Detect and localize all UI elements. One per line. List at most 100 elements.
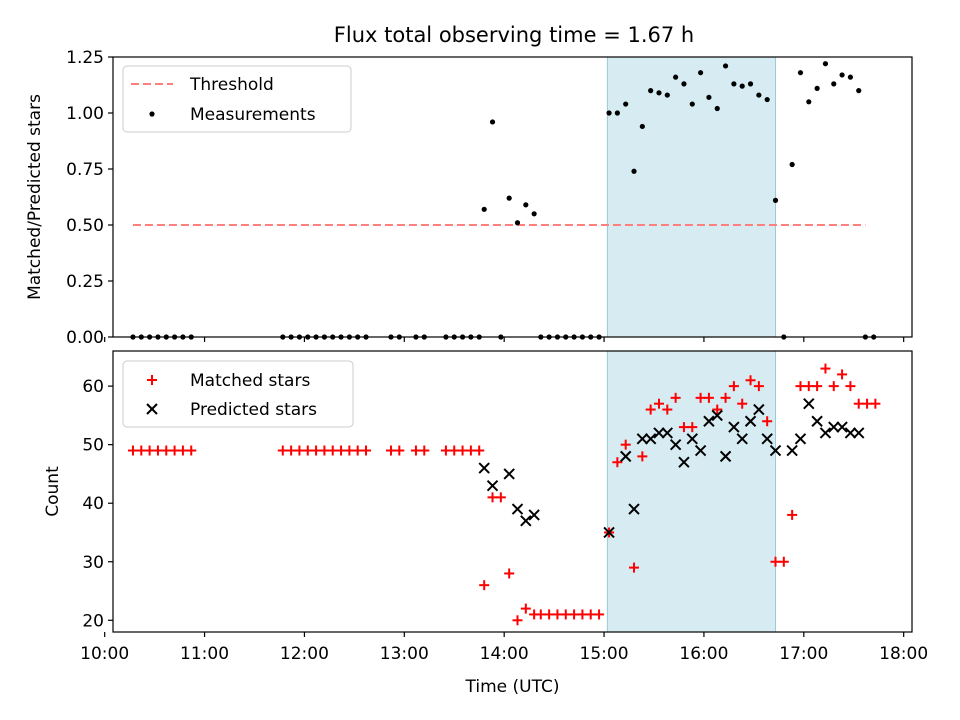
matched-legend-label: Matched stars bbox=[190, 371, 310, 391]
measurement-point bbox=[839, 72, 845, 78]
measurement-point bbox=[623, 101, 629, 107]
measurement-point bbox=[772, 197, 779, 203]
matched-star-point bbox=[712, 404, 723, 415]
x-tick-label: 17:00 bbox=[779, 644, 828, 664]
count-y-ticks: 20 30 40 50 60 bbox=[82, 377, 113, 631]
ratio-y-tick-label: 0.50 bbox=[66, 216, 104, 236]
measurement-point bbox=[664, 92, 670, 98]
x-axis-label: Time (UTC) bbox=[465, 677, 560, 697]
x-tick-label: 13:00 bbox=[380, 644, 429, 664]
matched-star-point bbox=[762, 416, 773, 427]
matched-star-point bbox=[637, 451, 648, 462]
predicted-star-point bbox=[811, 415, 823, 427]
predicted-star-point bbox=[794, 433, 807, 445]
predicted-legend-symbol bbox=[146, 403, 158, 415]
ratio-highlight-span bbox=[606, 56, 777, 338]
predicted-star-point bbox=[786, 444, 798, 457]
measurement-point bbox=[606, 110, 612, 116]
count-marks bbox=[127, 363, 881, 626]
predicted-star-point bbox=[819, 427, 832, 439]
predicted-star-point bbox=[803, 397, 815, 410]
ratio-panel: 0.00 0.25 0.50 0.75 1.00 1.25 Matched/Predict… bbox=[25, 48, 913, 348]
predicted-star-point bbox=[520, 515, 532, 527]
measurement-point bbox=[814, 85, 820, 91]
matched-star-point bbox=[479, 580, 490, 591]
measurement-point bbox=[523, 202, 529, 208]
count-x-ticks: 10:00 11:00 12:00 13:00 14:00 15:00 16:00 17:00… bbox=[80, 632, 928, 664]
matched-star-point bbox=[845, 381, 856, 392]
matched-star-point bbox=[620, 439, 631, 450]
predicted-star-point bbox=[669, 438, 682, 451]
predicted-star-point bbox=[661, 427, 674, 439]
predicted-star-point bbox=[619, 450, 632, 463]
measurement-point bbox=[722, 63, 729, 69]
x-tick-label: 12:00 bbox=[280, 644, 329, 664]
measurement-legend-symbol bbox=[149, 111, 155, 117]
measurement-point bbox=[689, 101, 695, 107]
predicted-star-point bbox=[728, 421, 740, 433]
ratio-x-ticks bbox=[104, 337, 905, 342]
matched-star-point bbox=[629, 562, 640, 573]
x-tick-label: 15:00 bbox=[580, 644, 629, 664]
matched-star-point bbox=[778, 556, 789, 567]
predicted-star-point bbox=[678, 456, 690, 468]
matched-star-point bbox=[612, 457, 623, 468]
ratio-y-axis-label: Matched/Predicted stars bbox=[25, 94, 45, 300]
matched-star-point bbox=[870, 398, 881, 409]
matched-star-point bbox=[687, 422, 698, 433]
matched-star-point bbox=[720, 392, 731, 403]
ratio-y-tick-label: 0.00 bbox=[66, 328, 104, 348]
ratio-y-tick-label: 0.75 bbox=[66, 160, 104, 180]
predicted-star-point bbox=[503, 468, 515, 480]
matched-star-point bbox=[419, 445, 430, 456]
measurement-point bbox=[747, 81, 754, 87]
count-y-tick-label: 60 bbox=[82, 377, 104, 397]
measurement-point bbox=[847, 74, 854, 80]
predicted-star-point bbox=[694, 444, 707, 457]
predicted-star-point bbox=[703, 415, 715, 427]
matched-star-point bbox=[670, 392, 681, 403]
matched-star-point bbox=[474, 445, 485, 456]
measurement-point bbox=[648, 88, 654, 94]
matched-star-point bbox=[512, 615, 523, 626]
predicted-star-point bbox=[853, 427, 865, 439]
matched-star-point bbox=[662, 404, 673, 415]
count-legend-box bbox=[122, 360, 354, 428]
measurement-point bbox=[789, 161, 795, 168]
predicted-star-point bbox=[528, 509, 540, 521]
x-tick-label: 18:00 bbox=[879, 644, 928, 664]
predicted-star-point bbox=[836, 421, 848, 433]
measurement-point bbox=[681, 81, 687, 87]
measurement-point bbox=[731, 81, 737, 87]
measurement-point bbox=[656, 90, 662, 96]
x-tick-label: 16:00 bbox=[679, 644, 728, 664]
predicted-star-point bbox=[478, 462, 490, 474]
x-tick-label: 10:00 bbox=[80, 644, 129, 664]
predicted-star-point bbox=[653, 427, 665, 439]
count-y-axis-label: Count bbox=[43, 466, 63, 517]
matched-star-point bbox=[520, 603, 531, 614]
matched-star-point bbox=[737, 398, 748, 409]
measurement-legend-label: Measurements bbox=[190, 105, 316, 125]
measurement-point bbox=[756, 92, 762, 98]
matched-star-point bbox=[186, 445, 197, 456]
predicted-star-point bbox=[636, 433, 649, 445]
ratio-legend: Threshold Measurements bbox=[122, 65, 352, 133]
matched-star-point bbox=[812, 381, 823, 392]
matched-star-point bbox=[645, 404, 656, 415]
predicted-star-point bbox=[719, 450, 732, 463]
measurement-point bbox=[614, 110, 620, 116]
matched-star-point bbox=[495, 492, 506, 503]
matched-star-point bbox=[728, 381, 739, 392]
x-tick-label: 11:00 bbox=[180, 644, 229, 664]
measurement-point bbox=[706, 94, 712, 100]
measurement-point bbox=[714, 105, 720, 112]
measurement-point bbox=[831, 81, 837, 87]
measurement-point bbox=[806, 99, 812, 105]
ratio-legend-box bbox=[122, 65, 352, 133]
measurement-point bbox=[856, 88, 862, 94]
predicted-legend-marker bbox=[146, 403, 158, 415]
predicted-star-point bbox=[769, 444, 782, 457]
ratio-y-tick-label: 1.25 bbox=[66, 48, 104, 68]
matched-star-point bbox=[820, 363, 831, 374]
